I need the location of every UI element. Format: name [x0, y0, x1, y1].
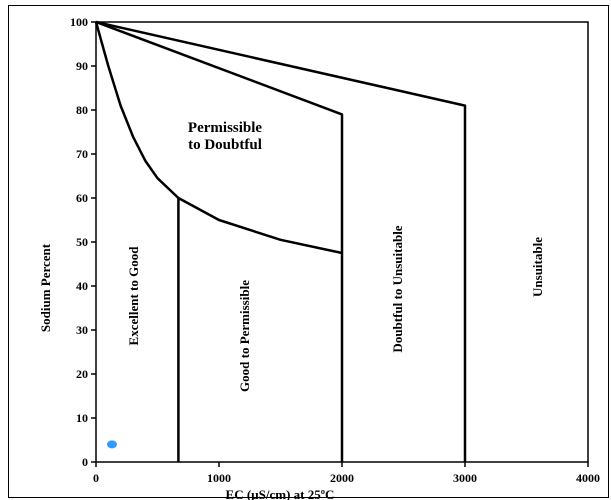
boundary-lower	[94, 21, 343, 255]
data-points	[106, 440, 117, 449]
y-tick-label: 100	[70, 15, 88, 29]
y-tick-label: 20	[76, 367, 88, 381]
y-tick-label: 60	[76, 191, 88, 205]
data-point	[106, 440, 117, 449]
region-label: Excellent to Good	[126, 246, 141, 346]
y-tick-label: 0	[82, 455, 88, 469]
x-tick-label: 3000	[453, 471, 477, 485]
y-tick-label: 90	[76, 59, 88, 73]
region-label: Good to Permissible	[237, 280, 252, 392]
region-label: to Doubtful	[188, 137, 262, 153]
y-tick-label: 50	[76, 235, 88, 249]
y-axis-ticks: 0 10 20 30 40 50 60 70 80 90 100	[70, 15, 96, 469]
y-axis-title: Sodium Percent	[38, 243, 53, 332]
x-tick-label: 0	[93, 471, 99, 485]
x-tick-label: 2000	[330, 471, 354, 485]
boundary-middle	[95, 20, 344, 462]
x-axis-ticks: 0 1000 2000 3000 4000	[93, 462, 600, 485]
y-tick-label: 10	[76, 411, 88, 425]
x-tick-label: 1000	[207, 471, 231, 485]
y-tick-label: 30	[76, 323, 88, 337]
boundary-lines	[94, 20, 467, 462]
y-tick-label: 70	[76, 147, 88, 161]
boundary-upper	[95, 20, 467, 462]
chart-frame	[8, 5, 609, 498]
x-axis-title: EC (µS/cm) at 25ºC	[226, 487, 335, 500]
region-label: Doubtful to Unsuitable	[390, 225, 405, 352]
x-tick-label: 4000	[576, 471, 600, 485]
y-tick-label: 40	[76, 279, 88, 293]
region-label: Permissible	[188, 120, 262, 136]
y-tick-label: 80	[76, 103, 88, 117]
region-label: Unsuitable	[530, 237, 545, 297]
